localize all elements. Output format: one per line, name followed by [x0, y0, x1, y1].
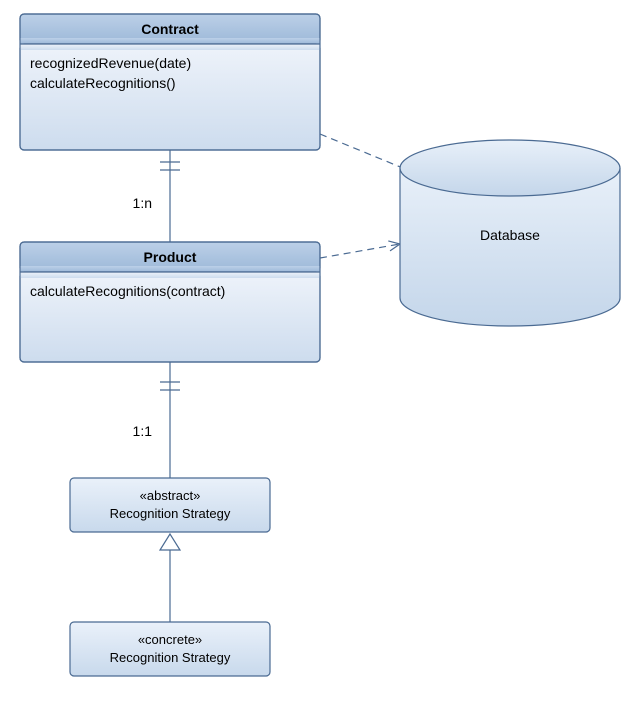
stereotype-abstract: «abstract»: [140, 488, 201, 503]
class-abstract-strategy: «abstract» Recognition Strategy: [70, 478, 270, 532]
class-abstract-strategy-title: Recognition Strategy: [110, 506, 231, 521]
class-contract-method: calculateRecognitions(): [30, 75, 176, 91]
class-product: Product calculateRecognitions(contract): [20, 242, 320, 362]
database-cylinder: Database: [400, 140, 620, 326]
edge-label-product-strategy: 1:1: [133, 423, 153, 439]
uml-diagram: 1:n 1:1 Database (dashed dependency, ope…: [0, 0, 640, 715]
class-product-method: calculateRecognitions(contract): [30, 283, 225, 299]
generalization-arrow-icon: [160, 534, 180, 550]
class-contract-method: recognizedRevenue(date): [30, 55, 191, 71]
class-contract: Contract recognizedRevenue(date) calcula…: [20, 14, 320, 150]
class-product-title: Product: [144, 249, 197, 265]
edge-label-contract-product: 1:n: [133, 195, 152, 211]
class-contract-title: Contract: [141, 21, 199, 37]
class-concrete-strategy-title: Recognition Strategy: [110, 650, 231, 665]
edge-product-database: [320, 244, 400, 258]
stereotype-concrete: «concrete»: [138, 632, 202, 647]
class-concrete-strategy: «concrete» Recognition Strategy: [70, 622, 270, 676]
database-title: Database: [480, 227, 540, 243]
